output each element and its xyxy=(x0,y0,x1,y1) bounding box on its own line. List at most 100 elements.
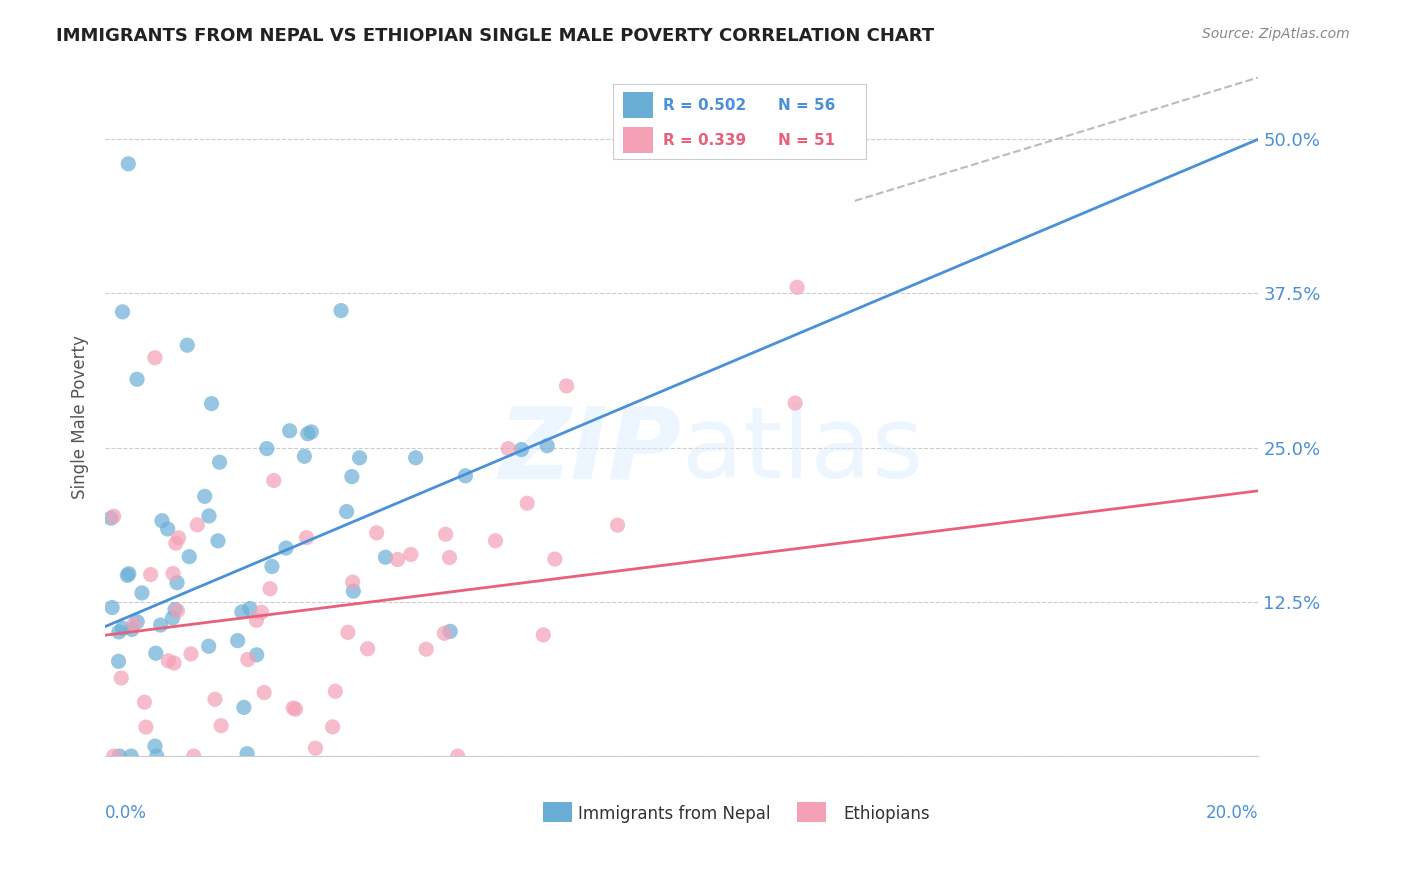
Point xyxy=(295,531,318,545)
Point xyxy=(544,552,567,566)
Point xyxy=(198,508,221,523)
Point xyxy=(356,641,378,656)
Y-axis label: Single Male Poverty: Single Male Poverty xyxy=(72,334,89,499)
Point xyxy=(278,424,301,438)
Point xyxy=(145,646,167,660)
Point xyxy=(143,351,166,365)
Point xyxy=(236,652,259,666)
Point xyxy=(446,749,468,764)
Point xyxy=(439,624,461,639)
Point xyxy=(239,601,262,615)
Point xyxy=(110,671,132,685)
Point xyxy=(606,518,628,533)
Point xyxy=(245,613,267,627)
Point xyxy=(336,625,359,640)
Point xyxy=(101,600,124,615)
Point xyxy=(555,379,578,393)
Point xyxy=(299,425,322,439)
Point xyxy=(107,654,129,668)
Point xyxy=(157,654,180,668)
Point xyxy=(122,617,145,632)
Point xyxy=(117,568,139,582)
Text: ZIP: ZIP xyxy=(499,402,682,500)
Point xyxy=(125,372,148,386)
Point xyxy=(176,338,198,352)
Point xyxy=(322,720,344,734)
Point xyxy=(498,442,520,456)
Point xyxy=(226,633,249,648)
Point xyxy=(786,280,808,294)
Point xyxy=(263,474,285,488)
Point xyxy=(250,605,273,619)
Point xyxy=(165,602,187,616)
Text: Immigrants from Nepal: Immigrants from Nepal xyxy=(578,805,770,822)
Point xyxy=(186,517,208,532)
Point xyxy=(207,533,229,548)
Point xyxy=(246,648,269,662)
Point xyxy=(135,720,157,734)
Point xyxy=(274,541,297,555)
Point xyxy=(139,567,162,582)
Text: 0.0%: 0.0% xyxy=(105,804,148,822)
Point xyxy=(127,615,149,629)
Point xyxy=(292,449,315,463)
Point xyxy=(146,749,169,764)
Point xyxy=(162,566,184,581)
Point xyxy=(304,741,326,756)
Point xyxy=(256,442,278,456)
Point xyxy=(162,611,184,625)
Point xyxy=(259,582,281,596)
Text: IMMIGRANTS FROM NEPAL VS ETHIOPIAN SINGLE MALE POVERTY CORRELATION CHART: IMMIGRANTS FROM NEPAL VS ETHIOPIAN SINGL… xyxy=(56,27,935,45)
Point xyxy=(415,642,437,657)
Point xyxy=(204,692,226,706)
Point xyxy=(433,626,456,640)
Point xyxy=(165,536,187,550)
Point xyxy=(180,647,202,661)
Point xyxy=(167,531,190,545)
Point xyxy=(134,695,156,709)
Point xyxy=(405,450,427,465)
Point xyxy=(484,533,506,548)
Point xyxy=(330,303,353,318)
Point xyxy=(166,604,188,618)
Point xyxy=(399,548,422,562)
Point xyxy=(209,718,232,732)
Point xyxy=(100,511,122,525)
Point xyxy=(183,749,205,764)
Point xyxy=(439,550,461,565)
Point xyxy=(284,702,307,716)
Point xyxy=(374,550,396,565)
Point xyxy=(197,639,219,653)
Point xyxy=(117,157,139,171)
Point xyxy=(108,749,131,764)
Point xyxy=(366,525,388,540)
Point xyxy=(121,623,143,637)
Point xyxy=(103,749,125,764)
Point xyxy=(531,628,554,642)
Point xyxy=(232,700,254,714)
Point xyxy=(536,439,558,453)
Point xyxy=(179,549,201,564)
Point xyxy=(236,747,259,761)
Point xyxy=(323,684,346,698)
Point xyxy=(143,739,166,753)
Text: Ethiopians: Ethiopians xyxy=(844,805,929,822)
Text: 20.0%: 20.0% xyxy=(1206,804,1258,822)
Point xyxy=(349,450,371,465)
Point xyxy=(111,305,134,319)
Point xyxy=(297,426,319,441)
Point xyxy=(103,509,125,524)
Point xyxy=(118,566,141,581)
Point xyxy=(200,396,222,410)
Point xyxy=(510,442,533,457)
Point xyxy=(785,396,807,410)
Point xyxy=(342,584,364,599)
Point xyxy=(260,559,283,574)
Point xyxy=(340,469,363,483)
Point xyxy=(131,586,153,600)
Point xyxy=(166,575,188,590)
Bar xyxy=(544,802,572,822)
Point xyxy=(253,685,276,699)
Point xyxy=(149,618,172,632)
Bar xyxy=(797,802,825,822)
